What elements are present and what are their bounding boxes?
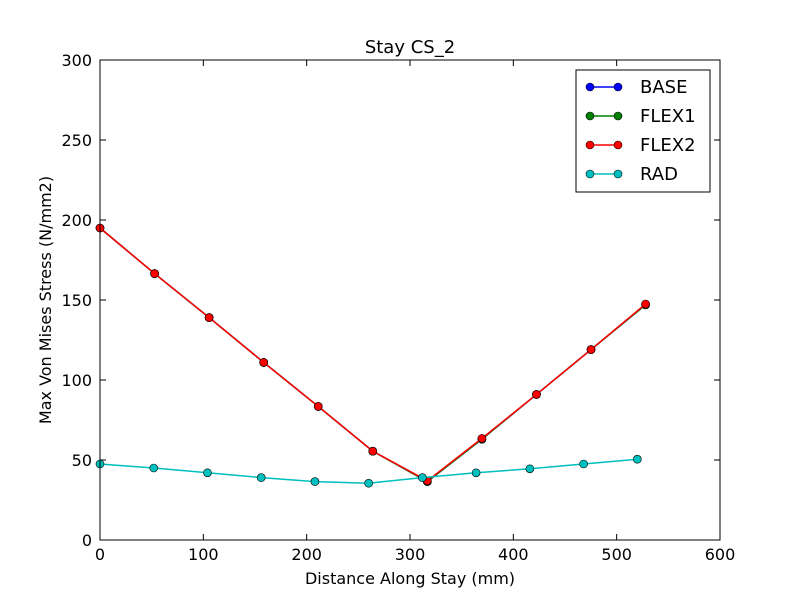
chart-title: Stay CS_2 [365,37,455,58]
series-rad [95,454,642,488]
legend-label: FLEX2 [640,135,696,156]
ticks-layer: 0 100 200 300 400 500 600 0 50 100 150 200 250 300 [61,51,735,564]
data-point-flex2 [641,299,650,309]
y-tick-label: 100 [61,371,92,390]
data-point-flex2 [532,390,541,399]
legend-item-flex1: FLEX1 [585,106,696,127]
data-point-flex2 [150,269,159,278]
data-point-rad [633,454,642,464]
y-tick-label: 150 [61,291,92,310]
data-point-rad [364,478,373,488]
legend-item-rad: RAD [585,164,678,185]
y-tick-label: 0 [82,531,92,550]
x-tick-label: 600 [705,545,736,564]
legend-marker [613,169,623,179]
legend-marker [585,111,595,121]
legend-marker [585,169,595,179]
data-point-rad [579,459,588,469]
x-tick-label: 400 [498,545,529,564]
legend-marker [613,111,623,121]
x-tick-label: 0 [95,545,105,564]
data-point-rad [525,464,535,474]
x-tick-label: 300 [395,545,426,564]
y-tick-label: 200 [61,211,92,230]
legend-label: RAD [640,164,678,185]
data-point-rad [471,468,481,478]
x-axis-label: Distance Along Stay (mm) [305,569,515,588]
legend-item-base: BASE [585,77,687,98]
x-tick-label: 500 [601,545,632,564]
y-axis-label: Max Von Mises Stress (N/mm2) [36,176,55,424]
legend-marker [585,140,595,150]
legend-label: FLEX1 [640,106,696,127]
data-point-rad [149,463,159,473]
data-point-flex2 [259,358,268,367]
y-tick-label: 300 [61,51,92,70]
data-point-rad [310,477,320,486]
legend-item-flex2: FLEX2 [585,135,696,156]
data-point-rad [203,468,212,478]
data-point-flex2 [368,446,378,456]
data-point-flex2 [313,402,323,411]
data-point-flex2 [586,345,596,354]
legend-box [575,69,711,193]
y-tick-label: 250 [61,131,92,150]
legend-marker [585,82,595,92]
x-tick-label: 200 [291,545,322,564]
legend-marker [613,82,623,92]
legend-marker [613,140,623,150]
legend: BASE FLEX1 FLEX2 RAD [575,69,711,193]
data-point-rad [418,473,427,482]
data-point-flex2 [204,313,214,322]
legend-label: BASE [640,77,687,98]
x-tick-label: 100 [188,545,219,564]
data-point-flex2 [477,434,487,443]
data-point-rad [256,473,266,482]
series-layer [95,223,650,488]
plot-frame [99,59,721,541]
y-tick-label: 50 [72,451,92,470]
